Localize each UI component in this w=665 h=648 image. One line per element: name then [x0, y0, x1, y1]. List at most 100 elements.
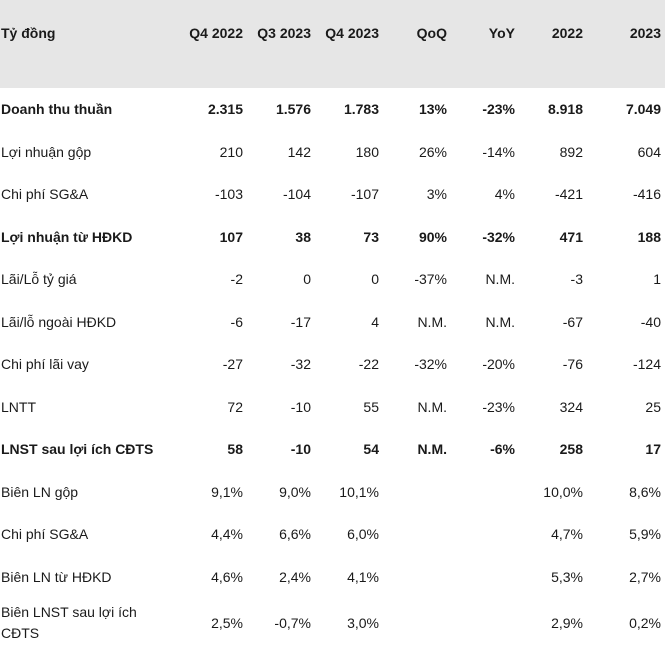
table-cell: -10: [290, 441, 311, 458]
table-cell: 3,0%: [347, 615, 379, 631]
table-cell: 55: [363, 398, 379, 415]
header-yoy: YoY: [488, 25, 515, 41]
table-cell: 2,7%: [629, 568, 661, 585]
table-cell: [447, 513, 515, 556]
table-cell: 2.315: [207, 101, 243, 118]
table-row: Doanh thu thuần 2.315 1.576 1.783 13% -23% 8.9…: [0, 88, 665, 131]
table-cell: 73: [363, 228, 379, 245]
table-cell: 8,6%: [629, 483, 661, 500]
row-label: Chi phí SG&A: [1, 526, 89, 543]
table-cell: 0,2%: [629, 615, 661, 631]
table-cell: -6%: [490, 441, 515, 458]
table-cell: 2,9%: [551, 615, 583, 631]
table-row: Chi phí SG&A -103 -104 -107 3% 4% -421 -416: [0, 173, 665, 216]
table-cell: 1.576: [275, 101, 311, 118]
table-cell: 107: [219, 228, 243, 245]
table-cell: -10: [290, 398, 311, 415]
table-row: Chi phí lãi vay -27 -32 -22 -32% -20% -76 -124: [0, 343, 665, 386]
table-row: Biên LN từ HĐKD 4,6% 2,4% 4,1% 5,3% 2,7%: [0, 556, 665, 599]
table-cell: 10,0%: [543, 483, 583, 500]
header-q4-2023: Q4 2023: [325, 25, 379, 41]
table-cell: -0,7%: [274, 615, 311, 631]
table-cell: -2: [230, 271, 243, 288]
table-cell: -14%: [482, 143, 515, 160]
table-cell: 2,4%: [279, 568, 311, 585]
table-cell: [379, 471, 447, 514]
table-cell: 4,1%: [347, 568, 379, 585]
table-row: Chi phí SG&A 4,4% 6,6% 6,0% 4,7% 5,9%: [0, 513, 665, 556]
row-label: LNTT: [1, 398, 36, 415]
table-cell: 471: [559, 228, 583, 245]
table-cell: 26%: [418, 143, 447, 160]
table-cell: 180: [355, 143, 379, 160]
table-cell: -32%: [482, 228, 515, 245]
table-cell: -37%: [414, 271, 447, 288]
table-cell: 25: [645, 398, 661, 415]
table-cell: 4%: [494, 186, 515, 203]
table-row: Biên LNST sau lợi ích CĐTS 2,5% -0,7% 3,0% 2…: [0, 598, 665, 648]
table-cell: 3%: [426, 186, 447, 203]
table-cell: 58: [227, 441, 243, 458]
table-cell: 6,0%: [347, 526, 379, 543]
table-cell: N.M.: [417, 313, 447, 330]
table-cell: -22: [358, 356, 379, 373]
table-cell: 324: [559, 398, 583, 415]
header-q4-2022: Q4 2022: [189, 25, 243, 41]
table-cell: N.M.: [485, 271, 515, 288]
table-cell: 188: [637, 228, 661, 245]
table-cell: 6,6%: [279, 526, 311, 543]
table-cell: 10,1%: [339, 483, 379, 500]
row-label: Lãi/Lỗ tỷ giá: [1, 271, 77, 288]
table-row: Lãi/Lỗ tỷ giá -2 0 0 -37% N.M. -3 1: [0, 258, 665, 301]
table-cell: -421: [554, 186, 583, 203]
table-cell: -27: [222, 356, 243, 373]
table-cell: [447, 598, 515, 648]
table-cell: 1.783: [343, 101, 379, 118]
row-label: Chi phí SG&A: [1, 186, 89, 203]
table-cell: 892: [559, 143, 583, 160]
table-cell: -76: [562, 356, 583, 373]
table-row: Lợi nhuận từ HĐKD 107 38 73 90% -32% 471 188: [0, 216, 665, 259]
table-row: Lợi nhuận gộp 210 142 180 26% -14% 892 604: [0, 131, 665, 174]
table-cell: 13%: [418, 101, 447, 118]
table-cell: 1: [653, 271, 661, 288]
table-cell: -20%: [482, 356, 515, 373]
table-cell: 4,6%: [211, 568, 243, 585]
table-header: Tỷ đồng Q4 2022 Q3 2023 Q4 2023 QoQ YoY …: [0, 0, 665, 88]
table-cell: -107: [350, 186, 379, 203]
table-cell: [379, 513, 447, 556]
table-cell: -6: [230, 313, 243, 330]
table-row: Biên LN gộp 9,1% 9,0% 10,1% 10,0% 8,6%: [0, 471, 665, 514]
table-cell: N.M.: [417, 398, 447, 415]
table-cell: 9,1%: [211, 483, 243, 500]
table-cell: 210: [219, 143, 243, 160]
table-cell: 5,9%: [629, 526, 661, 543]
row-label: Chi phí lãi vay: [1, 356, 89, 373]
table-cell: [379, 598, 447, 648]
table-row: LNTT 72 -10 55 N.M. -23% 324 25: [0, 386, 665, 429]
table-cell: -124: [632, 356, 661, 373]
table-cell: 72: [227, 398, 243, 415]
table-cell: -3: [570, 271, 583, 288]
table-row: Lãi/lỗ ngoài HĐKD -6 -17 4 N.M. N.M. -67 -40: [0, 301, 665, 344]
table-cell: 4: [371, 313, 379, 330]
table-cell: -40: [640, 313, 661, 330]
table-cell: 604: [637, 143, 661, 160]
table-body: Doanh thu thuần 2.315 1.576 1.783 13% -23% 8.9…: [0, 88, 665, 648]
table-cell: 7.049: [625, 101, 661, 118]
table-cell: 5,3%: [551, 568, 583, 585]
table-row: LNST sau lợi ích CĐTS 58 -10 54 N.M. -6% 258 17: [0, 428, 665, 471]
table-cell: N.M.: [417, 441, 447, 458]
row-label: Lợi nhuận từ HĐKD: [1, 228, 133, 245]
table-cell: -416: [632, 186, 661, 203]
table-cell: -32: [290, 356, 311, 373]
header-unit: Tỷ đồng: [1, 25, 56, 41]
table-cell: [447, 471, 515, 514]
table-cell: -32%: [414, 356, 447, 373]
table-cell: 4,4%: [211, 526, 243, 543]
table-cell: -23%: [482, 398, 515, 415]
table-cell: -17: [290, 313, 311, 330]
table-cell: 90%: [418, 228, 447, 245]
table-cell: 258: [559, 441, 583, 458]
table-cell: 2,5%: [211, 615, 243, 631]
